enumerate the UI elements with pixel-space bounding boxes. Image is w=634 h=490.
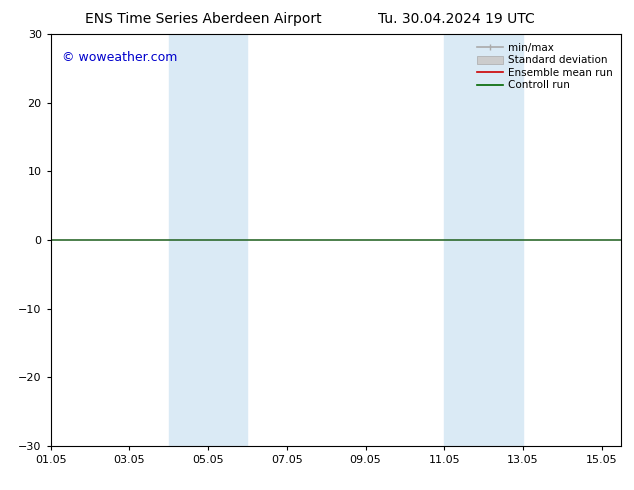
- Text: ENS Time Series Aberdeen Airport: ENS Time Series Aberdeen Airport: [84, 12, 321, 26]
- Legend: min/max, Standard deviation, Ensemble mean run, Controll run: min/max, Standard deviation, Ensemble me…: [474, 40, 616, 94]
- Bar: [169, 34, 247, 446]
- Bar: [444, 34, 523, 446]
- Text: Tu. 30.04.2024 19 UTC: Tu. 30.04.2024 19 UTC: [378, 12, 535, 26]
- Text: © woweather.com: © woweather.com: [62, 51, 178, 64]
